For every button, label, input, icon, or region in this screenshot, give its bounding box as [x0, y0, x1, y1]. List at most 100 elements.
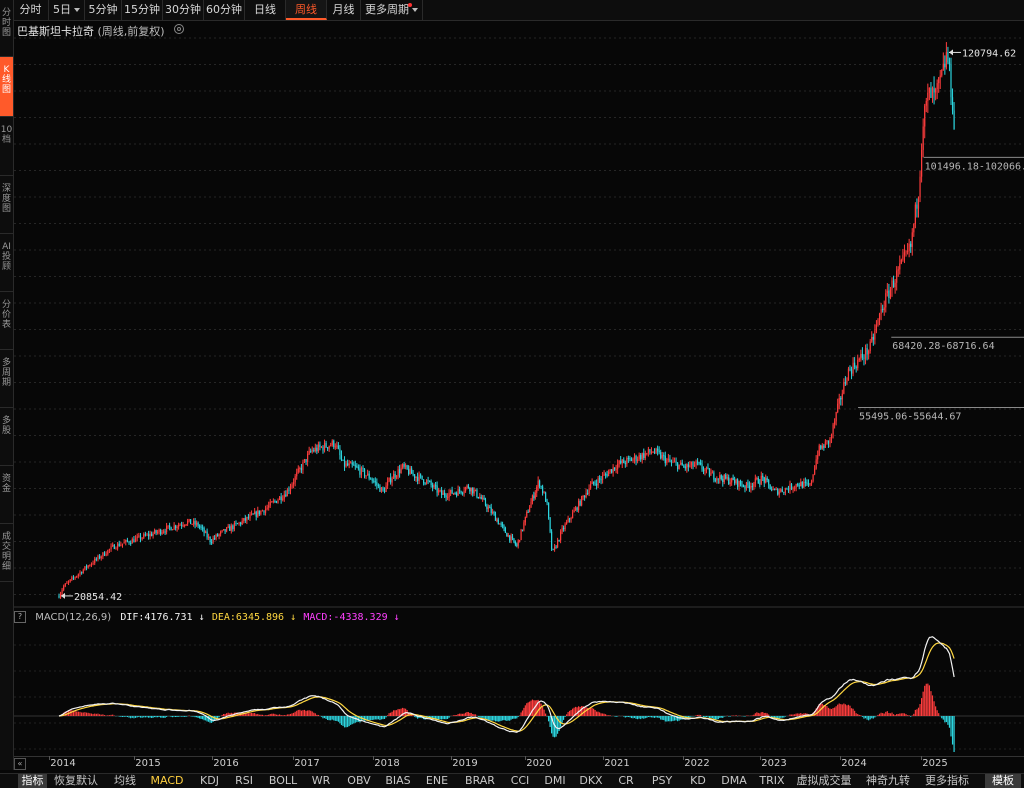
indicator-tab-22[interactable]: 更多指标: [925, 774, 969, 787]
candle: [79, 570, 81, 577]
candle: [261, 509, 264, 512]
tab-period-8[interactable]: 月线: [327, 0, 361, 20]
candle: [638, 452, 640, 461]
candle: [513, 538, 515, 544]
indicator-help-icon[interactable]: ?: [14, 611, 26, 623]
sidebar-item-4[interactable]: AI投顾: [0, 234, 13, 292]
tab-period-6[interactable]: 日线: [245, 0, 286, 20]
indicator-tab-0[interactable]: 指标: [18, 774, 47, 788]
indicator-tab-4[interactable]: KDJ: [200, 774, 219, 787]
candle: [871, 331, 873, 343]
candle: [399, 464, 401, 478]
tab-period-7[interactable]: 周线: [286, 0, 327, 20]
candle: [678, 464, 680, 470]
dif-down-arrow-icon: ↓: [198, 612, 205, 623]
tab-period-2[interactable]: 5分钟: [85, 0, 122, 20]
candle: [669, 454, 671, 463]
sidebar-item-0[interactable]: 分时图: [0, 0, 13, 57]
candle: [527, 509, 529, 513]
candle: [657, 445, 659, 456]
candle: [196, 520, 198, 527]
candle: [314, 443, 316, 453]
sidebar-item-2[interactable]: 10档: [0, 117, 13, 176]
candle: [221, 529, 223, 533]
candle: [441, 486, 443, 499]
candle: [944, 55, 946, 75]
tab-label: 周线: [295, 3, 317, 16]
candle: [190, 519, 192, 525]
indicator-tab-8[interactable]: OBV: [347, 774, 371, 787]
candle: [155, 529, 157, 536]
indicator-tab-3[interactable]: MACD: [150, 774, 184, 787]
indicator-tab-7[interactable]: WR: [311, 774, 331, 787]
indicator-tab-21[interactable]: 神奇九转: [866, 774, 910, 787]
candle: [925, 97, 927, 113]
candle: [74, 576, 76, 580]
sidebar-item-9[interactable]: 成交明细: [0, 524, 13, 582]
candle: [424, 482, 426, 486]
indicator-tab-23[interactable]: 模板: [985, 774, 1021, 788]
candle: [451, 486, 453, 495]
candle: [82, 568, 84, 574]
tab-period-3[interactable]: 15分钟: [122, 0, 163, 20]
sidebar-item-5[interactable]: 分价表: [0, 292, 13, 350]
tab-period-4[interactable]: 30分钟: [163, 0, 204, 20]
candle: [499, 523, 501, 525]
candle: [953, 102, 955, 130]
settings-gear-icon[interactable]: [174, 24, 184, 34]
indicator-tab-19[interactable]: TRIX: [759, 774, 785, 787]
indicator-tab-18[interactable]: DMA: [721, 774, 747, 787]
x-tick-label: 2024: [841, 758, 867, 769]
sidebar-item-1[interactable]: K线图: [0, 57, 13, 117]
candle: [646, 452, 648, 456]
candle: [620, 456, 622, 465]
tab-period-5[interactable]: 60分钟: [204, 0, 245, 20]
candle: [614, 467, 616, 472]
candle: [716, 476, 718, 484]
tab-period-1[interactable]: 5日: [49, 0, 85, 20]
scroll-left-icon[interactable]: «: [14, 758, 26, 770]
indicator-tab-2[interactable]: 均线: [114, 774, 136, 787]
candle: [339, 445, 341, 460]
indicator-tab-17[interactable]: KD: [690, 774, 706, 787]
candle: [164, 528, 166, 535]
candle: [212, 535, 214, 545]
indicator-tab-6[interactable]: BOLL: [268, 774, 298, 787]
indicator-tab-10[interactable]: ENE: [425, 774, 449, 787]
indicator-tab-1[interactable]: 恢复默认: [54, 774, 98, 787]
candle: [161, 529, 163, 535]
candle: [830, 433, 833, 444]
indicator-tab-12[interactable]: CCI: [510, 774, 530, 787]
candle: [97, 554, 99, 562]
candle: [521, 529, 524, 532]
candle: [600, 476, 602, 485]
indicator-tab-20[interactable]: 虚拟成交量: [796, 774, 852, 787]
indicator-tab-11[interactable]: BRAR: [465, 774, 495, 787]
indicator-tab-9[interactable]: BIAS: [385, 774, 411, 787]
indicator-tab-5[interactable]: RSI: [235, 774, 253, 787]
candle: [217, 533, 219, 537]
candle: [110, 543, 112, 552]
indicator-tab-13[interactable]: DMI: [544, 774, 566, 787]
sidebar-item-8[interactable]: 资金: [0, 466, 13, 524]
indicator-tab-14[interactable]: DKX: [579, 774, 603, 787]
candle: [643, 448, 645, 460]
sidebar-item-7[interactable]: 多股: [0, 408, 13, 466]
tab-period-9[interactable]: 更多周期: [361, 0, 423, 20]
x-tick-label: 2022: [684, 758, 710, 769]
indicator-tab-15[interactable]: CR: [618, 774, 634, 787]
tab-period-0[interactable]: 分时: [13, 0, 49, 20]
sidebar-item-3[interactable]: 深度图: [0, 176, 13, 234]
candle: [158, 528, 160, 535]
candle: [466, 484, 468, 490]
candle: [400, 464, 402, 474]
sidebar-item-6[interactable]: 多周期: [0, 350, 13, 408]
candle: [821, 443, 823, 450]
macd-down-arrow-icon: ↓: [393, 612, 400, 623]
candle: [945, 42, 947, 70]
candle: [121, 543, 124, 548]
indicator-tab-16[interactable]: PSY: [651, 774, 673, 787]
candle: [139, 533, 142, 543]
candle: [191, 523, 193, 525]
